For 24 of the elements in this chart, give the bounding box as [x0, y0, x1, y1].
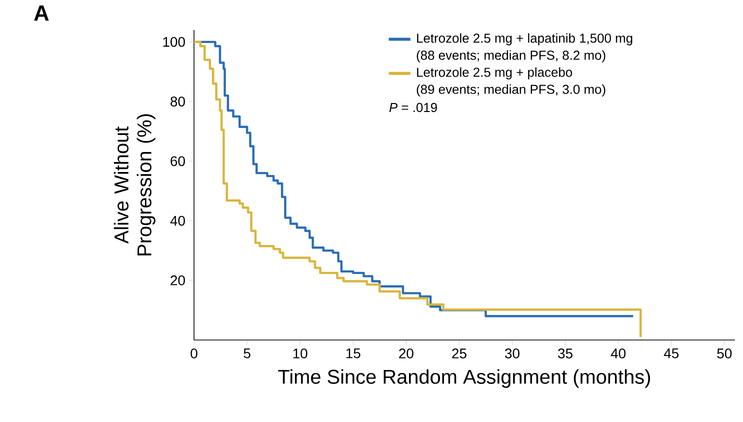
- x-tick-label: 25: [452, 348, 466, 358]
- y-tick-label: 60: [170, 156, 185, 166]
- legend-label: Letrozole 2.5 mg + placebo: [417, 67, 572, 80]
- annotation: (88 events; median PFS, 8.2 mo): [416, 50, 606, 62]
- x-tick-label: 5: [244, 348, 250, 358]
- y-tick-label: 40: [170, 216, 185, 226]
- y-tick-label: 100: [163, 36, 185, 47]
- x-tick-label: 50: [717, 348, 732, 358]
- y-tick-label: 80: [170, 96, 185, 106]
- annotation: (89 events; median PFS, 3.0 mo): [416, 84, 606, 96]
- chart-title: A: [34, 6, 49, 21]
- x-axis-title: Time Since Random Assignment (months): [278, 369, 650, 388]
- x-tick-label: 30: [505, 348, 520, 358]
- x-tick-label: 45: [664, 348, 679, 358]
- x-tick-label: 15: [346, 348, 360, 358]
- y-axis-title: Alive Without Progression (%): [114, 114, 156, 256]
- y-tick-label: 20: [170, 275, 185, 286]
- x-tick-label: 0: [190, 348, 198, 358]
- x-tick-label: 40: [610, 348, 626, 358]
- x-tick-label: 10: [293, 348, 308, 358]
- annotation: P = .019: [389, 102, 437, 112]
- legend-label: Letrozole 2.5 mg + lapatinib 1,500 mg: [417, 33, 632, 46]
- x-tick-label: 20: [399, 348, 414, 358]
- x-tick-label: 35: [558, 348, 572, 358]
